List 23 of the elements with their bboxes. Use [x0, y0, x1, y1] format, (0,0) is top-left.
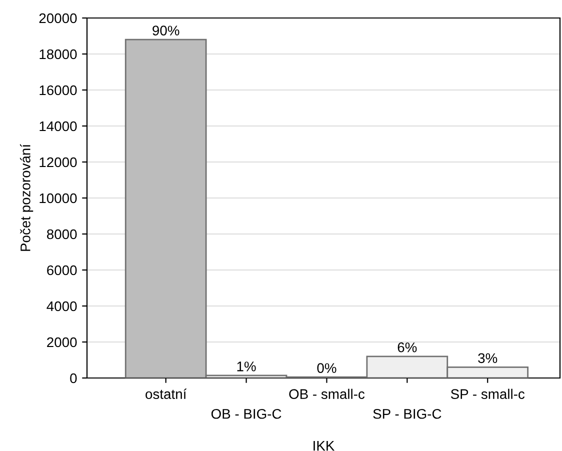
y-tick-label: 14000	[40, 121, 77, 132]
y-tick-label: 6000	[47, 265, 77, 276]
x-tick-label: SP - small-c	[450, 388, 525, 399]
annotation: 0%	[317, 363, 336, 373]
x-tick-label: OB - small-c	[289, 388, 365, 399]
y-tick-label: 16000	[40, 85, 77, 96]
x-tick-label: ostatní	[146, 388, 187, 399]
annotation: 90%	[152, 26, 180, 36]
x-tick-label: SP - BIG-C	[373, 408, 442, 419]
x-tick-label: OB - BIG-C	[211, 408, 282, 419]
y-tick-label: 20000	[39, 13, 77, 24]
y-axis-title: Počet pozorování	[20, 144, 34, 251]
y-tick-label: 18000	[40, 49, 77, 60]
y-tick-label: 8000	[46, 229, 77, 240]
annotation: 6%	[398, 342, 417, 352]
y-tick-label: 0	[70, 373, 77, 384]
annotation: 1%	[237, 362, 256, 372]
annotation: 3%	[478, 353, 498, 364]
x-axis-title: IKK	[314, 441, 335, 451]
y-tick-label: 12000	[40, 157, 77, 168]
y-tick-label: 2000	[47, 337, 77, 348]
y-tick-label: 4000	[46, 301, 77, 312]
y-tick-label: 10000	[40, 193, 77, 204]
